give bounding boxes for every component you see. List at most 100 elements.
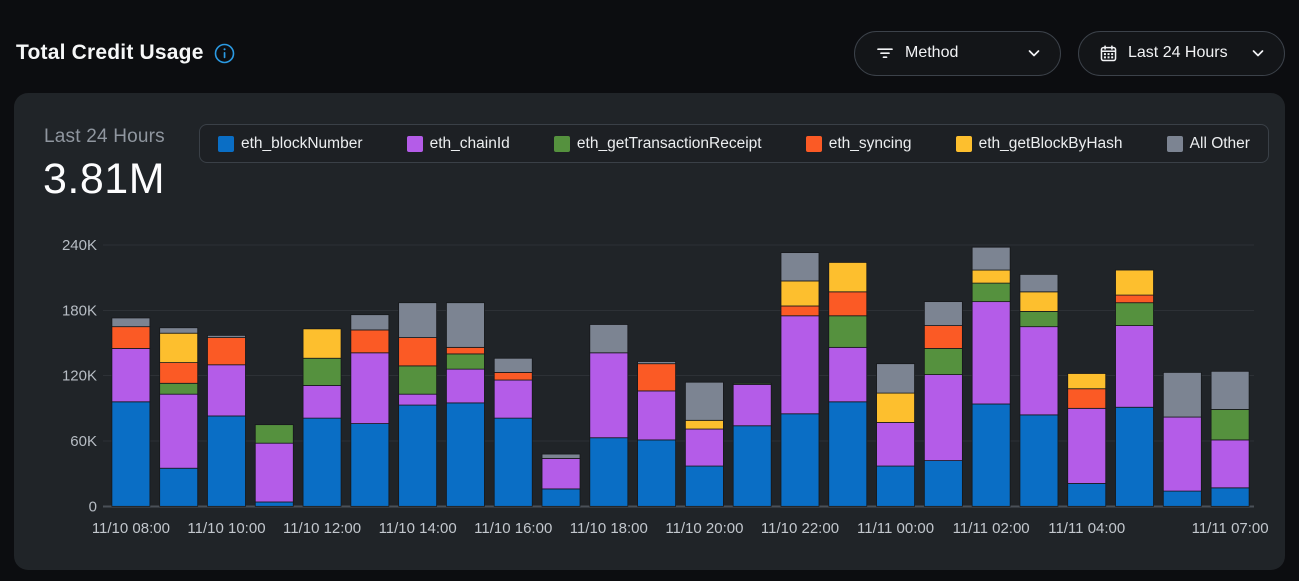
bar-segment[interactable] — [541, 488, 581, 507]
bar-segment[interactable] — [446, 368, 485, 404]
bar-segment[interactable] — [923, 325, 963, 349]
bar-segment[interactable] — [732, 383, 772, 427]
bar-segment[interactable] — [302, 328, 342, 359]
bar-segment[interactable] — [828, 262, 868, 293]
bar-segment[interactable] — [446, 346, 485, 355]
bar-segment[interactable] — [780, 252, 820, 282]
legend-item[interactable]: All Other — [1166, 135, 1250, 153]
bar-segment[interactable] — [828, 401, 868, 507]
bar-segment[interactable] — [923, 460, 963, 507]
bar-segment[interactable] — [732, 425, 772, 507]
bar-segment[interactable] — [637, 390, 677, 441]
bar-segment[interactable] — [207, 415, 246, 507]
bar-segment[interactable] — [159, 362, 199, 384]
bar-segment[interactable] — [159, 332, 199, 363]
bar-segment[interactable] — [971, 301, 1011, 405]
bar-segment[interactable] — [254, 501, 294, 507]
bar-segment[interactable] — [1115, 325, 1154, 408]
bar-segment[interactable] — [923, 348, 963, 375]
bar-segment[interactable] — [1067, 483, 1107, 507]
bar-segment[interactable] — [923, 374, 963, 461]
bar-segment[interactable] — [302, 417, 342, 507]
bar-segment[interactable] — [302, 385, 342, 419]
bar-segment[interactable] — [637, 361, 677, 365]
legend-item[interactable]: eth_syncing — [805, 135, 911, 153]
bar-segment[interactable] — [684, 428, 724, 467]
bar-segment[interactable] — [111, 401, 151, 507]
bar-segment[interactable] — [398, 337, 438, 367]
bar-segment[interactable] — [207, 364, 246, 417]
bar-segment[interactable] — [828, 315, 868, 348]
bar-segment[interactable] — [971, 246, 1011, 271]
bar-segment[interactable] — [1162, 490, 1202, 507]
bar-segment[interactable] — [1115, 406, 1154, 507]
bar-segment[interactable] — [1115, 269, 1154, 296]
bar-segment[interactable] — [1019, 311, 1059, 328]
bar-segment[interactable] — [350, 329, 390, 354]
bar-segment[interactable] — [398, 365, 438, 395]
bar-segment[interactable] — [1162, 371, 1202, 418]
bar-segment[interactable] — [350, 423, 390, 507]
bar-segment[interactable] — [876, 422, 915, 467]
bar-segment[interactable] — [589, 437, 629, 507]
bar-segment[interactable] — [828, 291, 868, 317]
bar-segment[interactable] — [637, 439, 677, 507]
time-range-dropdown[interactable]: Last 24 Hours — [1078, 30, 1285, 76]
bar-segment[interactable] — [876, 363, 915, 394]
bar-segment[interactable] — [780, 305, 820, 317]
bar-segment[interactable] — [1210, 487, 1250, 507]
bar-segment[interactable] — [207, 334, 246, 338]
bar-segment[interactable] — [493, 371, 533, 381]
bar-segment[interactable] — [1067, 388, 1107, 409]
bar-segment[interactable] — [493, 379, 533, 419]
bar-segment[interactable] — [1210, 409, 1250, 441]
bar-segment[interactable] — [350, 352, 390, 424]
bar-segment[interactable] — [876, 392, 915, 423]
bar-segment[interactable] — [1019, 414, 1059, 507]
bar-segment[interactable] — [1210, 439, 1250, 489]
bar-segment[interactable] — [589, 352, 629, 439]
bar-segment[interactable] — [350, 314, 390, 331]
bar-segment[interactable] — [398, 393, 438, 406]
bar-segment[interactable] — [111, 317, 151, 328]
legend-item[interactable]: eth_chainId — [406, 135, 510, 153]
bar-segment[interactable] — [1019, 326, 1059, 416]
bar-segment[interactable] — [828, 346, 868, 403]
info-icon[interactable] — [214, 43, 235, 64]
bar-segment[interactable] — [780, 315, 820, 415]
bar-segment[interactable] — [1115, 294, 1154, 304]
bar-segment[interactable] — [923, 301, 963, 326]
bar-segment[interactable] — [541, 453, 581, 459]
bar-segment[interactable] — [780, 280, 820, 307]
bar-segment[interactable] — [780, 413, 820, 507]
bar-segment[interactable] — [446, 402, 485, 507]
bar-segment[interactable] — [159, 327, 199, 334]
bar-segment[interactable] — [1162, 416, 1202, 492]
bar-segment[interactable] — [971, 269, 1011, 284]
bar-segment[interactable] — [1210, 370, 1250, 410]
bar-segment[interactable] — [111, 348, 151, 403]
bar-segment[interactable] — [1067, 407, 1107, 484]
bar-segment[interactable] — [732, 382, 772, 385]
bar-segment[interactable] — [971, 403, 1011, 507]
bar-segment[interactable] — [159, 467, 199, 507]
bar-segment[interactable] — [446, 353, 485, 370]
bar-segment[interactable] — [302, 357, 342, 386]
legend-item[interactable]: eth_getTransactionReceipt — [553, 135, 762, 153]
bar-segment[interactable] — [446, 302, 485, 348]
bar-segment[interactable] — [159, 382, 199, 395]
bar-segment[interactable] — [971, 282, 1011, 303]
bar-segment[interactable] — [684, 465, 724, 507]
bar-segment[interactable] — [684, 419, 724, 430]
bar-segment[interactable] — [1115, 302, 1154, 326]
bar-segment[interactable] — [398, 302, 438, 338]
bar-segment[interactable] — [589, 324, 629, 354]
bar-segment[interactable] — [684, 381, 724, 421]
bar-segment[interactable] — [1067, 373, 1107, 390]
bar-segment[interactable] — [1019, 273, 1059, 293]
bar-segment[interactable] — [398, 404, 438, 507]
bar-segment[interactable] — [876, 465, 915, 507]
bar-segment[interactable] — [637, 363, 677, 392]
bar-segment[interactable] — [111, 326, 151, 349]
bar-segment[interactable] — [254, 442, 294, 503]
